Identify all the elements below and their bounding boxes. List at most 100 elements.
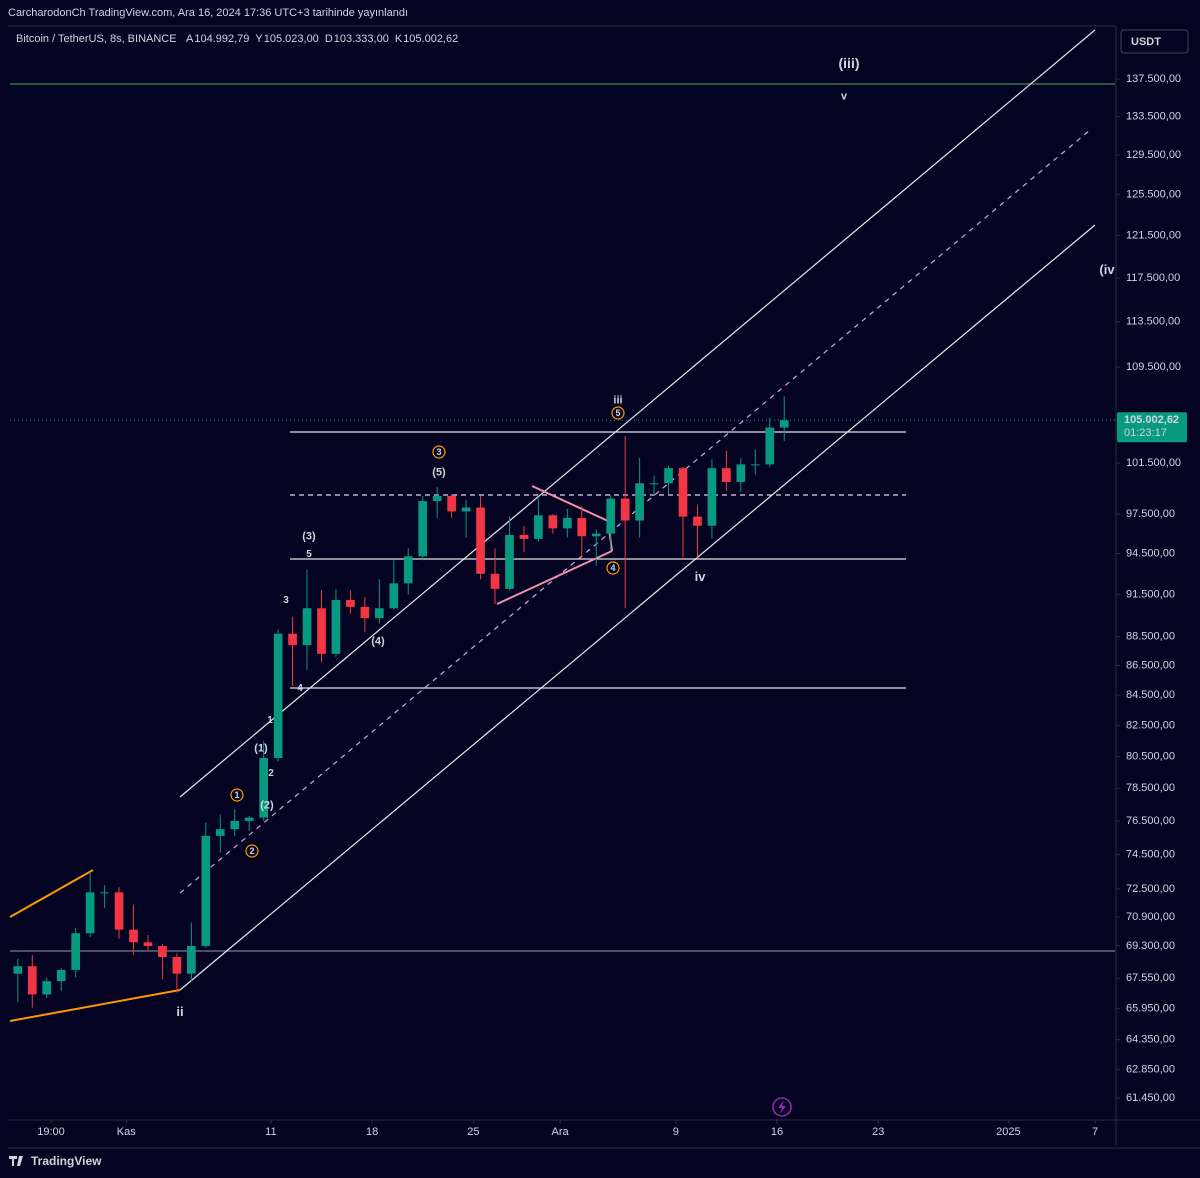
y-tick-label: 72.500,00 — [1126, 883, 1175, 895]
candle-body — [71, 933, 81, 970]
x-tick-label: 2025 — [996, 1126, 1020, 1138]
candle-body — [664, 468, 673, 484]
wave-label: 5 — [306, 549, 312, 560]
wave-label: (3) — [302, 530, 316, 542]
y-tick-label: 82.500,00 — [1126, 719, 1175, 731]
currency-button[interactable] — [1120, 29, 1189, 54]
candle-body — [331, 599, 341, 654]
last-price-box — [1117, 412, 1187, 443]
candle-body — [85, 892, 95, 934]
candle-body — [649, 483, 659, 485]
y-tick-label: 78.500,00 — [1126, 782, 1175, 794]
candle-body — [562, 517, 572, 529]
currency[interactable]: USDT — [1131, 36, 1161, 48]
wave-label: iii — [613, 394, 622, 406]
candle-body — [158, 945, 167, 957]
candle-body — [678, 468, 688, 517]
symbol: Bitcoin / TetherUS, 8s, BINANCE — [16, 33, 177, 45]
x-tick-label: 7 — [1092, 1126, 1098, 1138]
event-icon[interactable] — [772, 1097, 792, 1117]
trend-line — [9, 869, 94, 918]
y-tick-label: 109.500,00 — [1126, 361, 1181, 373]
ohlc-value: 104.992,79 — [194, 33, 249, 45]
channel-line — [179, 224, 1096, 991]
wave-label: (iv — [1099, 262, 1115, 277]
wave-circle — [230, 788, 244, 802]
candle-body — [476, 507, 485, 574]
candle-body — [346, 599, 355, 607]
x-tick-label: Ara — [552, 1126, 570, 1138]
event-icon-bolt — [778, 1100, 786, 1114]
wave-circle — [432, 445, 446, 459]
wave-label: (5) — [432, 466, 446, 478]
candle-body — [635, 483, 644, 521]
y-tick-label: 74.500,00 — [1126, 848, 1175, 860]
y-tick-label: 97.500,00 — [1126, 508, 1175, 520]
y-tick-label: 70.900,00 — [1126, 911, 1175, 923]
y-tick-label: 133.500,00 — [1126, 110, 1181, 122]
y-tick-label: 76.500,00 — [1126, 815, 1175, 827]
x-tick-label: 18 — [366, 1126, 378, 1138]
x-tick-label: Kas — [117, 1126, 136, 1138]
channel-midline — [179, 129, 1091, 894]
labels: (iii) v (iv iii 5 3 (5) (3) 5 3 (4) 4 1 (1) 2 1 (2) 2 4 iv i… — [176, 55, 1115, 1019]
trend-line — [9, 989, 181, 1022]
x-tick-label: 19:00 — [37, 1126, 65, 1138]
channel-line — [179, 29, 1096, 798]
candle-body — [403, 556, 413, 584]
y-tick-label: 86.500,00 — [1126, 659, 1175, 671]
candle-body — [736, 464, 746, 482]
wave-circle — [245, 844, 259, 858]
candle-body — [750, 464, 760, 466]
candle-body — [432, 495, 442, 502]
candle-body — [505, 534, 514, 589]
y-tick-label: 91.500,00 — [1126, 588, 1175, 600]
triangle-line — [531, 485, 609, 522]
candle-body — [201, 835, 211, 946]
wave-label: 4 — [297, 683, 303, 694]
y-tick-label: 117.500,00 — [1126, 272, 1180, 284]
candle-body — [707, 468, 717, 526]
ohlc-label: K — [395, 33, 403, 45]
wave-circle — [606, 561, 620, 575]
candle-body — [722, 468, 731, 482]
candle-body — [317, 608, 326, 654]
drawings — [9, 29, 1115, 1022]
candle-body — [591, 533, 601, 537]
candle-body — [360, 606, 370, 619]
y-tick-label: 62.850,00 — [1126, 1063, 1175, 1075]
y-tick-label: 65.950,00 — [1126, 1003, 1175, 1015]
y-tick-label: 61.450,00 — [1126, 1092, 1175, 1104]
ohlc-value: 105.002,62 — [403, 33, 458, 45]
ohlc-label: Y — [255, 33, 263, 45]
y-tick-label: 80.500,00 — [1126, 750, 1175, 762]
x-tick-label: 23 — [872, 1126, 884, 1138]
wave-label: (1) — [254, 742, 268, 754]
last-price-label: 105.002,62 — [1124, 414, 1179, 426]
ohlc-label: D — [325, 33, 333, 45]
wave-label: (4) — [371, 635, 385, 647]
candle-body — [114, 892, 124, 930]
brand-logo — [9, 1156, 23, 1166]
candle-body — [187, 945, 196, 974]
wave-label: 1 — [267, 715, 273, 726]
brand: TradingView — [31, 1154, 102, 1168]
triangle-line — [496, 550, 613, 605]
candle-body — [577, 517, 587, 537]
y-tick-label: 64.350,00 — [1126, 1034, 1175, 1046]
wave-label: 3 — [283, 595, 289, 606]
candle-body — [461, 507, 471, 512]
ohlc-label: A — [186, 33, 194, 45]
candle-body — [215, 829, 225, 836]
y-tick-label: 129.500,00 — [1126, 149, 1181, 161]
candles — [13, 396, 789, 1008]
wave-label: iv — [695, 569, 707, 584]
candle-body — [693, 516, 702, 526]
ohlc-value: 103.333,00 — [334, 33, 389, 45]
candle-body — [244, 817, 254, 821]
wave-circle — [611, 406, 625, 420]
candle-body — [389, 583, 399, 609]
y-tick-label: 67.550,00 — [1126, 972, 1175, 984]
candle-body — [490, 573, 500, 589]
